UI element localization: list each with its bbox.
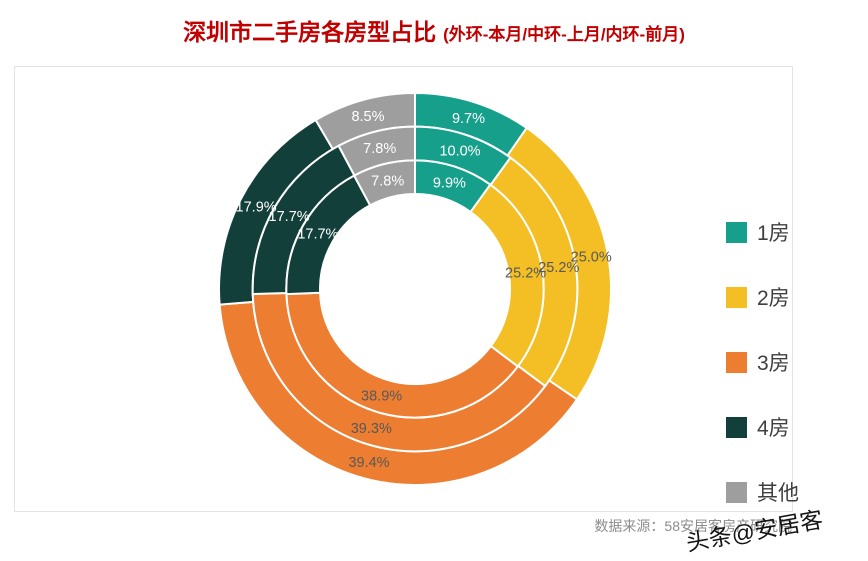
data-source-label: 数据来源：58安居客房产研究院 (594, 518, 792, 534)
donut-data-label: 7.8% (371, 174, 404, 190)
page-subtitle: (外环-本月/中环-上月/内环-前月) (443, 25, 685, 44)
donut-data-label: 8.5% (351, 109, 384, 125)
donut-data-label: 17.7% (269, 209, 310, 225)
donut-data-label: 9.7% (452, 111, 485, 127)
chart-header: 深圳市二手房各房型占比 (外环-本月/中环-上月/内环-前月) (0, 13, 868, 47)
legend-swatch (726, 351, 747, 373)
donut-data-label: 25.0% (571, 249, 612, 265)
donut-data-label: 10.0% (439, 144, 480, 160)
legend-swatch (726, 481, 747, 503)
donut-data-label: 25.2% (538, 260, 579, 276)
donut-data-label: 9.9% (433, 176, 466, 192)
legend-item-2房: 2房 (726, 282, 799, 312)
donut-segment-inner-其他 (352, 159, 416, 207)
legend-swatch (726, 416, 747, 438)
legend-swatch (726, 286, 747, 308)
legend-item-1房: 1房 (726, 217, 799, 247)
donut-chart: 9.7% 25.0% 39.4% 17.9% 8.5% 10.0% 25.2% 39.3% 17… (218, 91, 612, 486)
chart-legend: 1房 2房 3房 4房其他 (726, 217, 799, 507)
donut-data-label: 39.3% (351, 421, 392, 437)
legend-label: 其他 (757, 482, 799, 505)
donut-segment-inner-3房 (285, 291, 520, 419)
legend-label: 4房 (757, 417, 790, 440)
legend-item-3房: 3房 (726, 347, 799, 377)
chart-area: 9.7% 25.0% 39.4% 17.9% 8.5% 10.0% 25.2% 39.3% 17… (14, 66, 799, 512)
legend-swatch (726, 221, 747, 243)
legend-label: 2房 (757, 287, 790, 310)
legend-item-4房: 4房 (726, 412, 799, 442)
donut-data-label: 17.7% (297, 227, 338, 243)
donut-data-label: 17.9% (236, 199, 277, 215)
donut-data-label: 25.2% (505, 265, 546, 281)
legend-label: 3房 (757, 352, 790, 375)
donut-data-label: 38.9% (361, 389, 402, 405)
donut-data-label: 7.8% (363, 141, 396, 157)
legend-item-其他: 其他 (726, 477, 799, 507)
legend-label: 1房 (757, 222, 790, 245)
page-title: 深圳市二手房各房型占比 (183, 19, 437, 45)
donut-data-label: 39.4% (348, 455, 389, 471)
